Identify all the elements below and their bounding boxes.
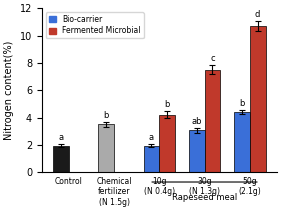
Y-axis label: Nitrogen content(%): Nitrogen content(%) — [4, 41, 14, 140]
Legend: Bio-carrier, Fermented Microbial: Bio-carrier, Fermented Microbial — [46, 12, 144, 38]
Bar — [159, 115, 175, 172]
Bar — [189, 130, 205, 172]
Bar — [234, 112, 250, 172]
Bar — [144, 146, 159, 172]
Text: Rapeseed meal: Rapeseed meal — [172, 193, 237, 203]
Text: b: b — [239, 99, 244, 108]
Bar — [53, 146, 69, 172]
Text: b: b — [103, 111, 109, 120]
Text: ab: ab — [191, 117, 202, 126]
Text: a: a — [149, 133, 154, 142]
Text: a: a — [58, 133, 64, 142]
Bar — [250, 26, 266, 172]
Text: d: d — [255, 10, 260, 19]
Text: c: c — [210, 54, 215, 63]
Bar — [98, 124, 114, 172]
Bar — [205, 70, 220, 172]
Text: b: b — [165, 100, 170, 109]
